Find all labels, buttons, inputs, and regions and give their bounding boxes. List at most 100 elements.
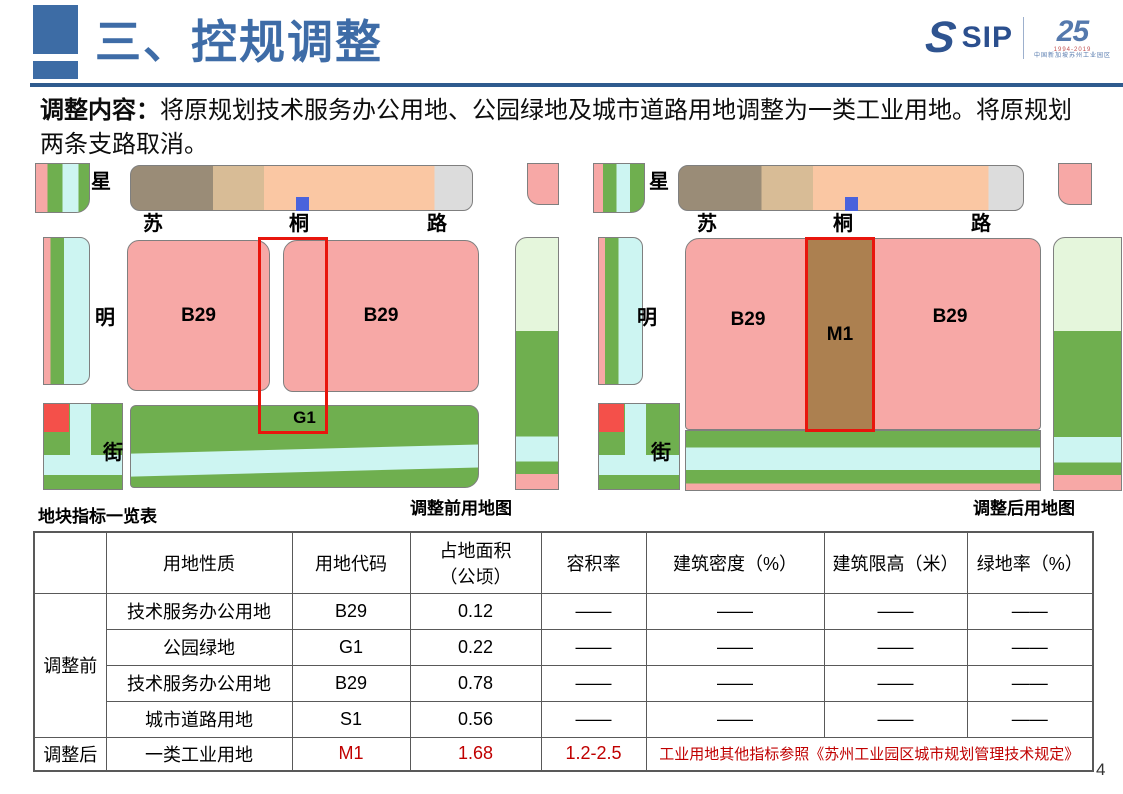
cell-area: 0.22 [409,628,542,666]
cell-density: —— [645,664,825,702]
cell-note: 工业用地其他指标参照《苏州工业园区城市规划管理技术规定》 [645,736,1094,772]
canal-horizontal [44,455,122,475]
table-row: 公园绿地 G1 0.22 —— —— —— —— [34,628,1094,666]
sip-logo-text: SIP [961,21,1013,54]
sip-logo-mark-icon: S [922,13,960,62]
east-verge-column [515,237,559,490]
group-before: 调整前 [33,592,107,738]
parcel-g1-green: G1 [130,405,479,488]
canal-vertical [70,404,91,456]
anniversary-25-icon: 25 [1056,15,1089,48]
parcel-pink-top-right [1058,163,1092,205]
cell-height: —— [823,700,968,738]
cell-height: —— [823,628,968,666]
road-verge-mid-left [598,237,643,385]
canal-vertical [625,404,646,456]
road-label-tong: 桐 [833,213,853,235]
road-label-lu: 路 [971,213,991,235]
table-row: 调整前 技术服务办公用地 B29 0.12 —— —— —— —— [33,592,1094,738]
cell-far: —— [540,664,647,702]
anniversary-years: 1994-2019 [1053,47,1092,53]
cell-far: —— [540,592,647,630]
red-parcel [599,404,624,432]
group-after: 调整后 [33,736,107,772]
red-parcel [44,404,69,432]
blue-facility-marker [296,197,309,211]
blue-facility-marker [845,197,858,211]
sip-logo: S SIP 25 1994-2019 中国新加坡苏州工业园区 [922,12,1111,64]
parcel-pink-top-right [527,163,559,205]
logo-divider [1022,17,1024,59]
street-label-ming: 明 [95,307,115,329]
header-height: 建筑限高（米） [823,531,968,594]
cell-green: —— [966,592,1094,630]
page-title: 三、控规调整 [95,16,383,68]
road-label-tong: 桐 [289,213,309,235]
east-verge-column [1053,237,1122,491]
canal-stripe [131,444,478,477]
cell-green: —— [966,664,1094,702]
cell-far: —— [540,700,647,738]
cell-use: 一类工业用地 [105,736,293,772]
cell-density: —— [645,628,825,666]
road-verge-top-left [35,163,90,213]
parcel-b29-right: B29 [283,240,479,392]
adjustment-outline-before [258,237,328,434]
cell-area: 0.56 [409,700,542,738]
anniversary-subtitle: 中国新加坡苏州工业园区 [1033,53,1111,59]
cell-density: —— [645,592,825,630]
title-deco-square [33,5,78,54]
cell-height: —— [823,664,968,702]
parcel-label-m1: M1 [826,323,854,345]
title-rule [30,83,1123,87]
adjustment-description: 调整内容：将原规划技术服务办公用地、公园绿地及城市道路用地调整为一类工业用地。将… [40,94,1092,162]
parcel-label-b29-right: B29 [932,306,968,327]
header-far: 容积率 [540,531,647,594]
parcel-m1: M1 [805,237,875,432]
street-label-jie: 街 [103,442,123,464]
table-row-after: 调整后 一类工业用地 M1 1.68 1.2-2.5 工业用地其他指标参照《苏州… [33,736,1094,772]
street-label-xing: 星 [649,171,669,193]
header-area: 占地面积 （公顷） [409,531,542,594]
header-density: 建筑密度（%） [645,531,825,594]
cell-far: —— [540,628,647,666]
road-label-lu: 路 [427,213,447,235]
cell-area: 0.78 [409,664,542,702]
parcel-label-b29-left: B29 [181,304,216,326]
header-code: 用地代码 [291,531,411,594]
map-after-adjustment: 星 苏 桐 路 明 街 B29 B29 M1 [593,163,1123,491]
caption-after-map: 调整后用地图 [973,499,1075,518]
cell-height: —— [823,592,968,630]
cell-green: —— [966,628,1094,666]
table-header-row: 用地性质 用地代码 占地面积 （公顷） 容积率 建筑密度（%） 建筑限高（米） … [33,531,1094,594]
cell-far: 1.2-2.5 [540,736,647,772]
parcel-label-b29-left: B29 [730,309,766,330]
plot-indicator-table: 用地性质 用地代码 占地面积 （公顷） 容积率 建筑密度（%） 建筑限高（米） … [33,531,1094,772]
header-use: 用地性质 [105,531,293,594]
cell-density: —— [645,700,825,738]
cell-area: 0.12 [409,592,542,630]
cell-area: 1.68 [409,736,542,772]
road-label-su: 苏 [143,213,163,235]
adjustment-description-label: 调整内容： [40,97,160,124]
cell-code: B29 [291,592,411,630]
cell-code: M1 [291,736,411,772]
cell-green: —— [966,700,1094,738]
street-label-ming: 明 [637,307,657,329]
anniversary-mark: 25 1994-2019 中国新加坡苏州工业园区 [1033,15,1111,60]
cell-use: 技术服务办公用地 [105,592,293,630]
road-verge-mid-left [43,237,90,385]
parcel-label-g1: G1 [293,408,316,427]
cell-code: S1 [291,700,411,738]
street-label-xing: 星 [91,171,111,193]
table-row: 城市道路用地 S1 0.56 —— —— —— —— [34,700,1094,738]
canal-horizontal [599,455,679,475]
cell-code: G1 [291,628,411,666]
page-number: 4 [1096,760,1106,779]
parcel-label-b29-right: B29 [363,305,399,326]
south-green-canal-band [685,430,1041,491]
header-green: 绿地率（%） [966,531,1094,594]
caption-before-map: 调整前用地图 [410,499,512,518]
cell-use: 城市道路用地 [105,700,293,738]
header-group [33,531,107,594]
